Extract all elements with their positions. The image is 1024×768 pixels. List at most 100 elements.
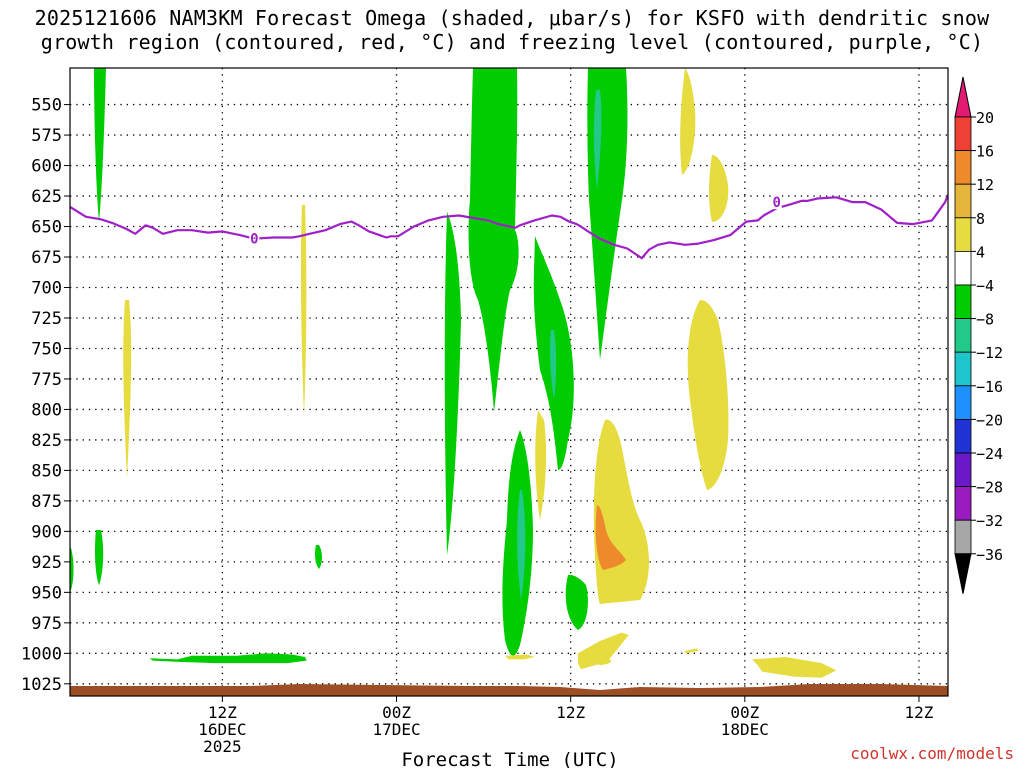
omega-region — [300, 205, 307, 416]
y-tick-label: 850 — [31, 461, 62, 481]
omega-region — [94, 68, 106, 222]
x-tick-label: 12Z — [556, 703, 585, 722]
colorbar-swatch — [954, 418, 972, 454]
colorbar-swatch — [954, 351, 972, 387]
colorbar-swatch — [954, 486, 972, 521]
colorbar-bottom-arrow — [954, 553, 972, 594]
y-tick-label: 700 — [31, 278, 62, 298]
omega-region — [123, 300, 132, 478]
colorbar-top-arrow — [954, 76, 972, 118]
colorbar: 20 16 12 8 4 −4 −8 −12 −16 −20 −24 −28 −32 −36 — [954, 76, 1003, 594]
colorbar-label: −4 — [976, 277, 994, 295]
colorbar-swatch — [954, 217, 972, 252]
omega-layer — [70, 68, 729, 665]
colorbar-label: 20 — [976, 109, 994, 127]
x-tick-label: 12Z — [905, 703, 934, 722]
omega-region — [577, 632, 629, 670]
y-tick-label: 575 — [31, 126, 62, 146]
y-tick-label: 650 — [31, 218, 62, 238]
colorbar-label: 16 — [976, 143, 994, 161]
omega-region — [687, 300, 729, 490]
y-tick-label: 725 — [31, 309, 62, 329]
omega-region — [593, 419, 649, 604]
y-tick-label: 625 — [31, 187, 62, 207]
omega-region — [595, 505, 626, 570]
omega-region — [535, 410, 547, 520]
freezing-level-line — [70, 194, 948, 260]
omega-region — [550, 330, 557, 400]
y-tick-label: 775 — [31, 370, 62, 390]
colorbar-swatch — [954, 284, 972, 319]
colorbar-label: −32 — [976, 512, 1003, 530]
colorbar-label: −20 — [976, 411, 1003, 429]
y-tick-label: 825 — [31, 431, 62, 451]
colorbar-label: 12 — [976, 176, 994, 194]
freezing-label-bg — [771, 194, 782, 210]
omega-region — [315, 545, 322, 569]
omega-region — [565, 574, 588, 630]
y-tick-label: 750 — [31, 339, 62, 359]
x-tick-label: 00Z — [730, 703, 759, 722]
omega-region — [444, 212, 461, 555]
terrain-ground — [70, 684, 948, 696]
omega-region — [752, 657, 837, 678]
x-tick-label: 2025 — [203, 737, 242, 756]
y-tick-label: 975 — [31, 614, 62, 634]
colorbar-label: −28 — [976, 479, 1003, 497]
omega-region — [95, 530, 104, 585]
colorbar-swatch — [954, 452, 972, 487]
y-tick-label: 1025 — [21, 675, 62, 695]
x-tick-label: 17DEC — [372, 720, 420, 739]
colorbar-swatch — [954, 385, 972, 420]
plot-frame — [69, 67, 949, 697]
x-tick-label: 00Z — [382, 703, 411, 722]
freezing-level-label: 0 — [250, 232, 258, 248]
omega-data-layer — [149, 632, 837, 678]
colorbar-swatch — [954, 183, 972, 219]
omega-region — [683, 648, 699, 654]
x-tick-label: 12Z — [208, 703, 237, 722]
freezing-level-label: 0 — [773, 195, 781, 211]
colorbar-swatch — [954, 150, 972, 185]
y-tick-label: 600 — [31, 157, 62, 177]
y-tick-label: 675 — [31, 248, 62, 268]
x-axis-label: Forecast Time (UTC) — [401, 749, 618, 768]
chart-title-line2: growth region (contoured, red, °C) and f… — [40, 30, 984, 54]
colorbar-label: 8 — [976, 210, 985, 228]
grid-layer — [70, 68, 948, 696]
omega-region — [70, 548, 74, 592]
omega-region — [149, 653, 307, 664]
x-tick-label: 18DEC — [721, 720, 769, 739]
colorbar-label: −24 — [976, 445, 1003, 463]
colorbar-label: −12 — [976, 344, 1003, 362]
freezing-level-layer: 00 — [70, 194, 948, 260]
colorbar-swatch — [954, 519, 972, 555]
x-tick-label: 16DEC — [198, 720, 246, 739]
y-tick-label: 950 — [31, 583, 62, 603]
chart-title-line1: 2025121606 NAM3KM Forecast Omega (shaded… — [34, 6, 990, 30]
y-tick-label: 925 — [31, 553, 62, 573]
y-tick-label: 550 — [31, 96, 62, 116]
y-tick-label: 900 — [31, 522, 62, 542]
y-tick-label: 1000 — [21, 644, 62, 664]
omega-region — [517, 490, 526, 600]
colorbar-swatch — [954, 318, 972, 353]
omega-region — [593, 90, 602, 190]
omega-region — [505, 654, 535, 660]
credit-link[interactable]: coolwx.com/models — [850, 744, 1014, 763]
colorbar-label: −16 — [976, 378, 1003, 396]
omega-region — [680, 68, 696, 175]
y-tick-label: 800 — [31, 400, 62, 420]
omega-region — [587, 68, 628, 360]
y-tick-label: 875 — [31, 492, 62, 512]
colorbar-label: −36 — [976, 546, 1003, 564]
colorbar-swatch — [954, 250, 972, 286]
omega-region — [468, 68, 519, 412]
omega-region — [709, 155, 729, 222]
colorbar-label: 4 — [976, 243, 985, 261]
colorbar-swatch — [954, 116, 972, 151]
y-axis: 550 575 600 625 650 675 700 725 750 775 800 825 850 8… — [21, 96, 70, 695]
freezing-label-bg — [249, 230, 260, 246]
